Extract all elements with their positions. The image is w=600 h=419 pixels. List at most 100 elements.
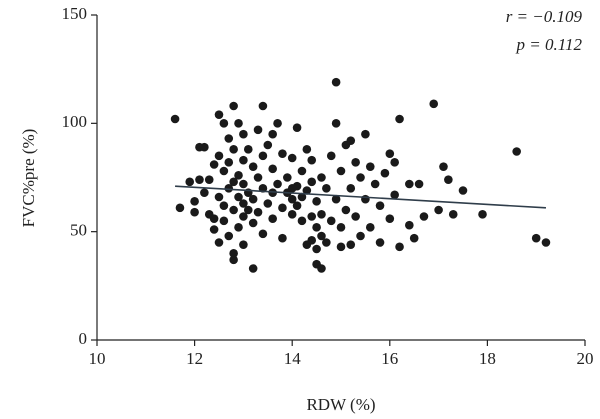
point [478,210,487,219]
point [253,125,263,135]
point [229,205,238,215]
point [268,214,277,223]
point [326,151,336,161]
point [190,207,199,217]
point [224,231,234,241]
point [312,197,321,206]
point [239,240,248,249]
point [336,223,346,232]
x-tick-label: 10 [89,349,106,368]
point [429,99,439,109]
point [229,145,238,154]
point [209,160,219,169]
point [302,145,312,154]
point [273,119,282,128]
point [258,151,268,161]
point [185,177,195,187]
point [239,155,248,165]
point [331,119,341,128]
point [414,179,424,189]
point [219,166,229,176]
point [375,238,385,247]
y-tick-label: 50 [70,221,87,240]
point [224,184,234,193]
point [326,216,336,226]
point [224,134,234,143]
point [346,184,356,193]
annotation: r = −0.109 [506,7,583,26]
point [214,238,224,247]
point [258,229,268,239]
point [273,179,282,189]
point [307,177,317,187]
point [229,249,238,258]
point [302,186,312,195]
point [219,201,229,210]
point [322,238,331,247]
point [395,114,404,124]
point [541,238,551,247]
point [375,201,385,210]
point [356,231,365,241]
point [405,179,414,189]
point [229,101,238,111]
point [278,203,287,213]
point [405,220,414,230]
point [190,197,199,206]
point [287,194,297,204]
point [263,140,273,150]
point [292,181,302,191]
point [268,164,277,174]
point [292,201,302,210]
point [234,223,243,232]
point [239,129,248,139]
point [287,210,297,219]
x-axis-label: RDW (%) [306,395,375,414]
point [307,155,317,165]
point [239,212,248,221]
x-tick-label: 20 [577,349,594,368]
point [200,188,209,197]
point [390,158,399,167]
x-tick-label: 12 [186,349,203,368]
point [380,168,390,178]
point [287,153,297,163]
point [243,205,253,215]
point [175,203,185,213]
point [248,194,258,204]
point [395,242,404,252]
point [248,162,258,171]
point [361,194,370,204]
point [214,110,224,119]
point [322,184,331,193]
point [214,151,224,161]
point [234,192,243,202]
point [444,175,453,184]
point [292,123,302,132]
point [307,212,317,221]
x-tick-label: 16 [381,349,398,368]
point [258,101,268,111]
point [385,149,395,158]
annotation: p = 0.112 [516,35,583,54]
point [229,255,238,265]
point [434,205,443,215]
point [224,158,234,167]
point [229,177,238,187]
point [307,236,317,245]
point [331,194,341,204]
point [341,205,351,215]
point [278,233,287,243]
point [312,223,321,232]
point [278,149,287,158]
point [370,179,380,189]
point [283,173,292,182]
point [248,218,258,228]
point [253,207,263,217]
point [219,119,229,128]
y-tick-label: 100 [62,112,88,131]
point [331,77,341,87]
point [336,166,346,176]
point [243,145,253,154]
